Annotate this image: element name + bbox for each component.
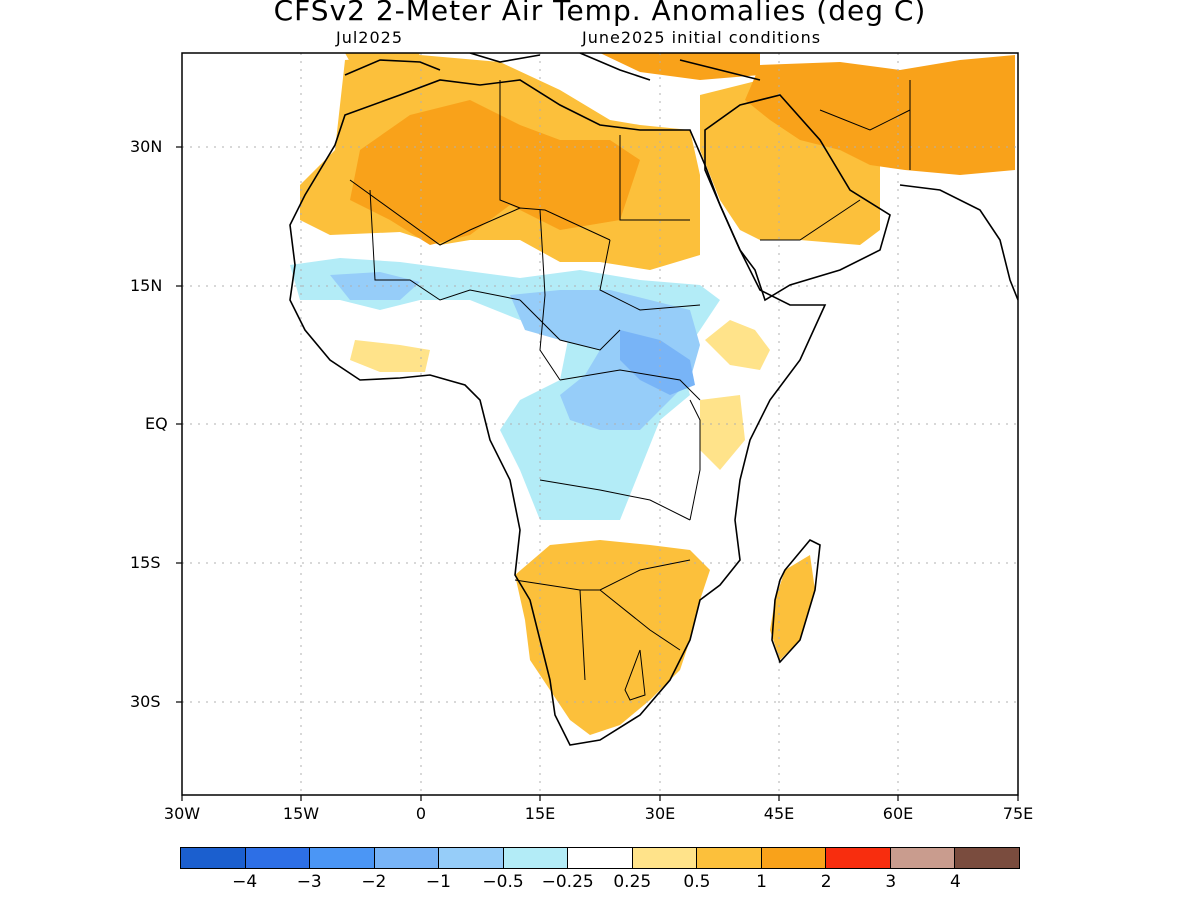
legend-swatch: [955, 848, 1019, 868]
africa-coastline: [289, 79, 827, 746]
legend-label: −0.25: [541, 872, 594, 892]
legend-label: −4: [232, 872, 258, 892]
coastlines: [289, 53, 1018, 746]
lon-label-15e: 15E: [524, 804, 556, 823]
ethiopia-warm: [705, 320, 770, 370]
east-africa-warm: [700, 395, 745, 470]
forecast-month: Jul2025: [336, 28, 404, 47]
madagascar-warm: [770, 555, 815, 660]
legend-swatch: [890, 848, 956, 868]
lat-label-30n: 30N: [130, 137, 163, 156]
lon-label-75e: 75E: [1002, 804, 1034, 823]
sahara-strong-warm: [350, 100, 640, 245]
axis-ticks: [176, 146, 1019, 801]
europe-coastline: [344, 53, 761, 81]
lon-label-30w: 30W: [163, 804, 201, 823]
legend-swatch: [181, 848, 246, 868]
sudan-cool-core: [620, 330, 695, 395]
middle-east-strong-warm: [745, 55, 1015, 175]
legend-label: 4: [949, 872, 961, 892]
iberia-warm: [345, 53, 420, 80]
central-africa-cool: [510, 290, 700, 430]
legend-label: 0.5: [683, 872, 711, 892]
arabia-coastline: [704, 94, 891, 302]
legend-swatch: [374, 848, 440, 868]
legend-swatch: [568, 848, 633, 868]
legend-swatch: [245, 848, 311, 868]
legend-swatch: [761, 848, 827, 868]
lat-label-eq: EQ: [145, 414, 168, 433]
lon-label-0: 0: [415, 804, 427, 823]
lat-label-15s: 15S: [130, 553, 161, 572]
map-title: CFSv2 2-Meter Air Temp. Anomalies (deg C…: [273, 0, 927, 27]
gulf-guinea-warm: [350, 340, 430, 372]
lon-label-45e: 45E: [763, 804, 795, 823]
map-gridlines: [182, 53, 1018, 795]
legend-label: −3: [296, 872, 322, 892]
lon-label-60e: 60E: [882, 804, 914, 823]
legend-label: 3: [885, 872, 897, 892]
legend-label: 2: [820, 872, 832, 892]
legend-swatch: [826, 848, 891, 868]
legend-swatch: [697, 848, 762, 868]
lon-label-30e: 30E: [644, 804, 676, 823]
legend-swatch: [632, 848, 698, 868]
legend-label: −2: [361, 872, 387, 892]
lat-label-15n: 15N: [130, 276, 163, 295]
legend-label: 0.25: [613, 872, 652, 892]
initial-conditions: June2025 initial conditions: [582, 28, 822, 47]
legend-swatch: [503, 848, 569, 868]
legend-label: −0.5: [482, 872, 524, 892]
madagascar-coastline: [771, 539, 821, 664]
legend-label: 1: [756, 872, 767, 892]
europe-edge-warm: [600, 53, 760, 80]
legend-swatch: [439, 848, 504, 868]
lat-label-30s: 30S: [130, 692, 161, 711]
lon-label-15w: 15W: [282, 804, 320, 823]
southern-africa-warm: [515, 540, 710, 735]
country-borders: [349, 80, 911, 701]
color-legend-bar: [180, 847, 1020, 869]
legend-swatch: [310, 848, 375, 868]
legend-label: −1: [425, 872, 451, 892]
asia-coastline: [899, 184, 1018, 301]
